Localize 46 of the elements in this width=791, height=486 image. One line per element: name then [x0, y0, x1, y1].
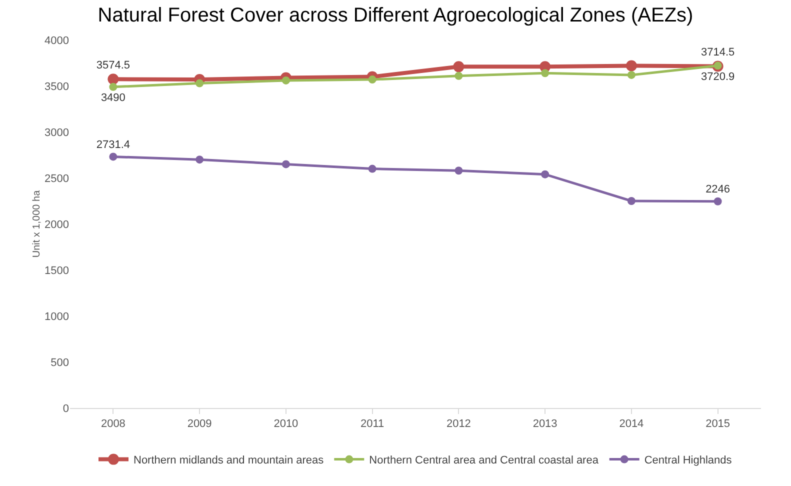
legend-label: Northern Central area and Central coastal area: [369, 454, 600, 467]
point: [454, 72, 463, 80]
y-tick-label: 0: [62, 402, 69, 415]
x-tick-label: 2013: [532, 418, 558, 430]
y-tick-label: 2500: [44, 172, 69, 185]
data-label: 3574.5: [96, 60, 130, 72]
x-tick-label: 2010: [274, 418, 298, 430]
y-tick-label: 3000: [44, 126, 69, 139]
x-tick-label: 2014: [619, 418, 644, 430]
point: [541, 170, 550, 178]
x-tick-label: 2008: [100, 418, 126, 430]
data-label: 3490: [100, 92, 126, 104]
y-tick-label: 1500: [44, 264, 69, 277]
chart-title: Natural Forest Cover across Different Agroecological Zones (AEZs): [98, 4, 694, 26]
point: [627, 70, 636, 79]
point: [368, 76, 376, 84]
y-tick-label: 1000: [44, 310, 69, 323]
data-label: 2731.4: [96, 138, 130, 151]
point: [109, 152, 118, 161]
point: [109, 82, 118, 91]
legend-label: Northern midlands and mountain areas: [134, 454, 324, 467]
y-tick-label: 3500: [44, 80, 69, 93]
y-tick-label: 500: [50, 356, 69, 369]
data-label: 2246: [706, 184, 730, 196]
point: [454, 166, 463, 175]
y-tick-label: 2000: [44, 218, 69, 231]
point: [714, 197, 722, 206]
x-tick-label: 2015: [706, 418, 730, 430]
x-tick-label: 2009: [187, 418, 212, 430]
point: [627, 197, 636, 205]
point: [282, 160, 290, 168]
data-label: 3720.9: [700, 70, 735, 83]
point: [196, 79, 204, 88]
y-axis-title: Unit x 1,000 ha: [32, 190, 43, 258]
point: [453, 61, 464, 72]
point: [196, 156, 204, 164]
point: [541, 69, 550, 78]
point: [626, 60, 637, 72]
point: [282, 76, 290, 84]
x-tick-label: 2012: [446, 418, 471, 430]
point: [368, 164, 376, 173]
legend-label: Central Highlands: [644, 454, 732, 467]
x-tick-label: 2011: [360, 418, 384, 430]
data-label: 3714.5: [700, 46, 735, 59]
y-tick-label: 4000: [44, 34, 69, 47]
point: [108, 74, 119, 85]
